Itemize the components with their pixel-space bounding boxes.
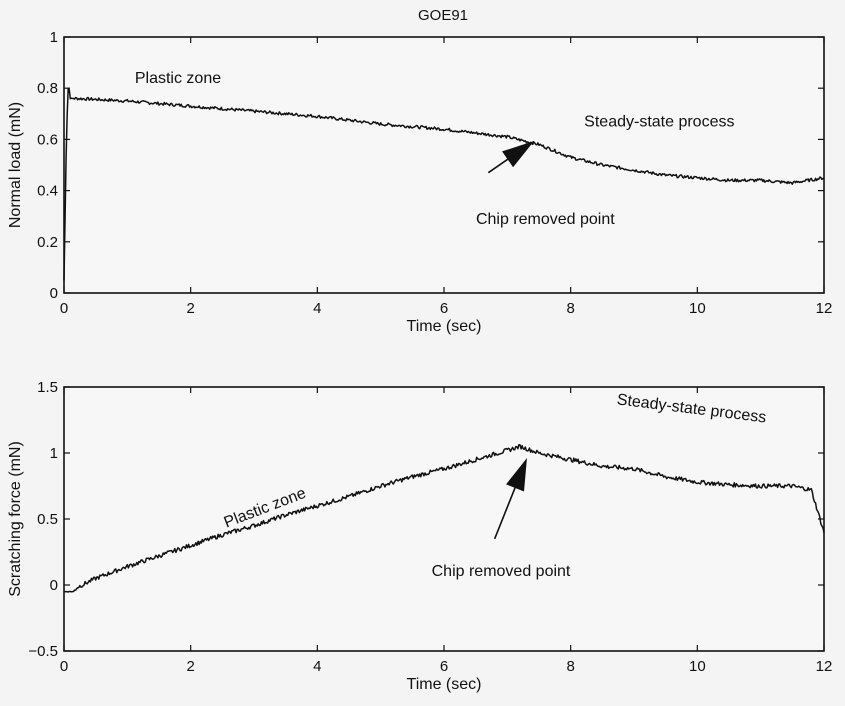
y-tick-label: −0.5 [28, 643, 58, 660]
arrow-shaft [487, 158, 509, 174]
y-tick-label: 0.8 [37, 80, 58, 97]
x-tick-label: 12 [816, 658, 833, 675]
x-tick-label: 2 [186, 300, 194, 317]
annotation-text: Plastic zone [135, 70, 221, 87]
arrow-head [502, 140, 535, 168]
y-tick-label: 1 [50, 29, 58, 46]
x-tick-label: 0 [60, 658, 68, 675]
plot-frame [63, 386, 825, 652]
annotation-text: Chip removed point [476, 211, 615, 228]
x-tick-label: 8 [566, 658, 574, 675]
x-axis-label: Time (sec) [407, 318, 482, 335]
x-tick-label: 10 [689, 300, 706, 317]
x-tick-label: 8 [566, 300, 574, 317]
x-tick-label: 0 [60, 300, 68, 317]
y-tick-label: 1 [50, 445, 58, 462]
plot-frame [63, 36, 825, 294]
x-tick-label: 10 [689, 658, 706, 675]
y-tick-label: 0 [50, 577, 58, 594]
x-tick-label: 4 [313, 658, 321, 675]
y-tick-label: 0.6 [37, 131, 58, 148]
arrow-head [506, 457, 527, 492]
x-tick-label: 6 [440, 300, 448, 317]
annotation-text: Chip removed point [432, 563, 571, 580]
y-tick-label: 0.5 [37, 511, 58, 528]
y-tick-label: 1.5 [37, 379, 58, 396]
series-line [63, 87, 825, 281]
panel-normal-load: 0 2 4 6 8 10 12 0 0.2 0.4 0.6 0.8 1 Time (sec) Normal … [7, 29, 832, 335]
y-tick-label: 0.2 [37, 234, 58, 251]
y-tick-label: 0.4 [37, 183, 58, 200]
x-tick-label: 2 [186, 658, 194, 675]
y-axis-label: Scratching force (mN) [7, 441, 24, 597]
x-tick-label: 4 [313, 300, 321, 317]
arrow-shaft [493, 487, 516, 540]
x-axis-label: Time (sec) [407, 676, 482, 693]
series-line [63, 443, 825, 593]
y-axis-label: Normal load (mN) [7, 102, 24, 228]
x-tick-label: 12 [816, 300, 833, 317]
x-tick-label: 6 [440, 658, 448, 675]
figure-title: GOE91 [418, 7, 468, 24]
annotation-text: Steady-state process [584, 114, 734, 131]
y-tick-label: 0 [50, 285, 58, 302]
